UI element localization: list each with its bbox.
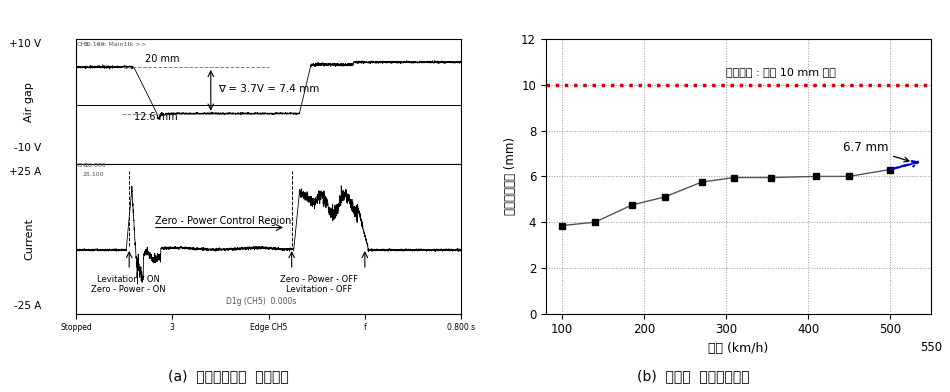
X-axis label: 속도 (km/h): 속도 (km/h) (709, 342, 769, 355)
Text: Zero - Power - ON: Zero - Power - ON (90, 285, 165, 294)
Text: << Main1tk >>: << Main1tk >> (96, 42, 146, 47)
Text: 550: 550 (920, 341, 942, 354)
Text: (b)  제어시  공극추종오차: (b) 제어시 공극추종오차 (637, 369, 750, 383)
Text: Levitation - OFF: Levitation - OFF (286, 285, 352, 294)
Y-axis label: 공극추종오차 (mm): 공극추종오차 (mm) (504, 138, 517, 215)
Text: Zero - Power Control Region: Zero - Power Control Region (155, 216, 292, 226)
Text: 25.100: 25.100 (83, 172, 104, 178)
Text: +10 V: +10 V (10, 39, 42, 49)
Text: 10.100: 10.100 (83, 42, 104, 47)
Text: -10 V: -10 V (14, 143, 42, 153)
Text: ∇ = 3.7V = 7.4 mm: ∇ = 3.7V = 7.4 mm (218, 83, 320, 94)
Text: Zero - Power - OFF: Zero - Power - OFF (279, 276, 357, 285)
Text: 성과목표 : 오차 10 mm 이내: 성과목표 : 오차 10 mm 이내 (726, 67, 836, 77)
Text: 20 mm: 20 mm (145, 54, 180, 64)
Text: -10.000: -10.000 (83, 163, 106, 168)
Text: 6.7 mm: 6.7 mm (843, 141, 909, 162)
Text: +25 A: +25 A (10, 167, 42, 177)
Text: 12.6 mm: 12.6 mm (134, 112, 178, 122)
Y-axis label: Air gap: Air gap (25, 82, 34, 122)
Text: CH5: CH5 (77, 42, 89, 47)
Y-axis label: Current: Current (25, 218, 34, 260)
Text: (a)  최소전력제어  실험결과: (a) 최소전력제어 실험결과 (167, 369, 289, 383)
Text: D1g (CH5)  0.000s: D1g (CH5) 0.000s (226, 297, 296, 306)
Text: -25 A: -25 A (14, 301, 42, 310)
Text: CH5: CH5 (77, 163, 89, 168)
Text: Levitation - ON: Levitation - ON (97, 276, 160, 285)
